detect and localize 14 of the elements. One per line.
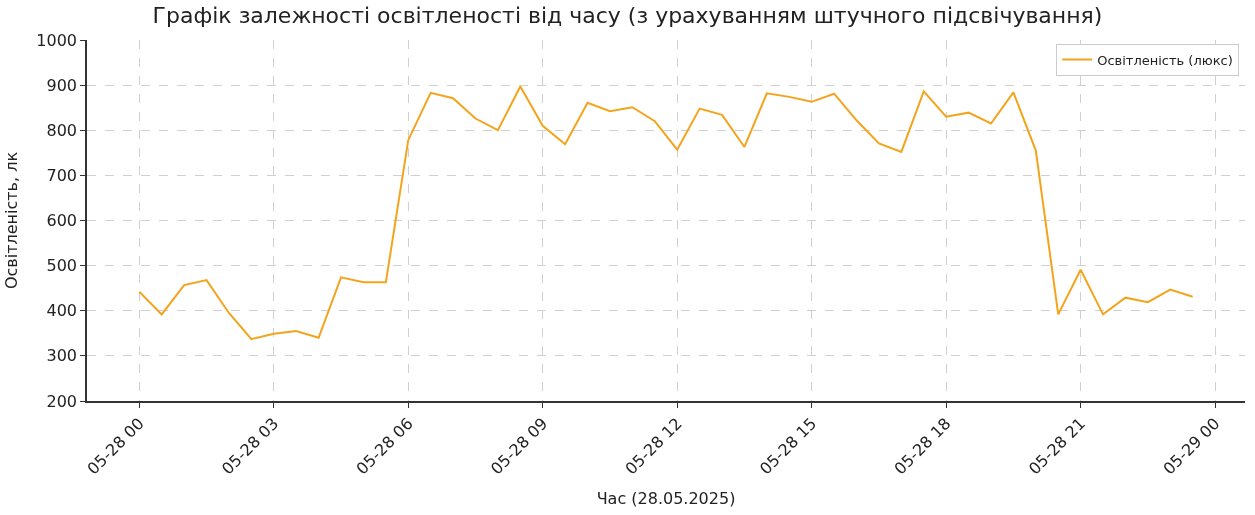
y-tick-label: 600 [46,211,78,231]
y-tick-label: 300 [46,346,78,366]
legend-label: Освітленість (люкс) [1097,52,1233,68]
chart-title: Графік залежності освітленості від часу (з урахуванням штучного підсвічування) [152,3,1103,29]
x-axis-title: Час (28.05.2025) [596,488,736,508]
y-tick-label: 800 [46,120,78,140]
y-tick-label: 500 [46,256,78,276]
y-axis-title: Освітленість, лк [1,151,21,290]
y-tick-label: 900 [46,75,78,95]
y-tick-label: 700 [46,165,78,185]
y-tick-label: 200 [46,391,78,411]
y-tick-label: 1000 [36,30,78,50]
y-tick-label: 400 [46,301,78,321]
line-series [138,85,1194,341]
